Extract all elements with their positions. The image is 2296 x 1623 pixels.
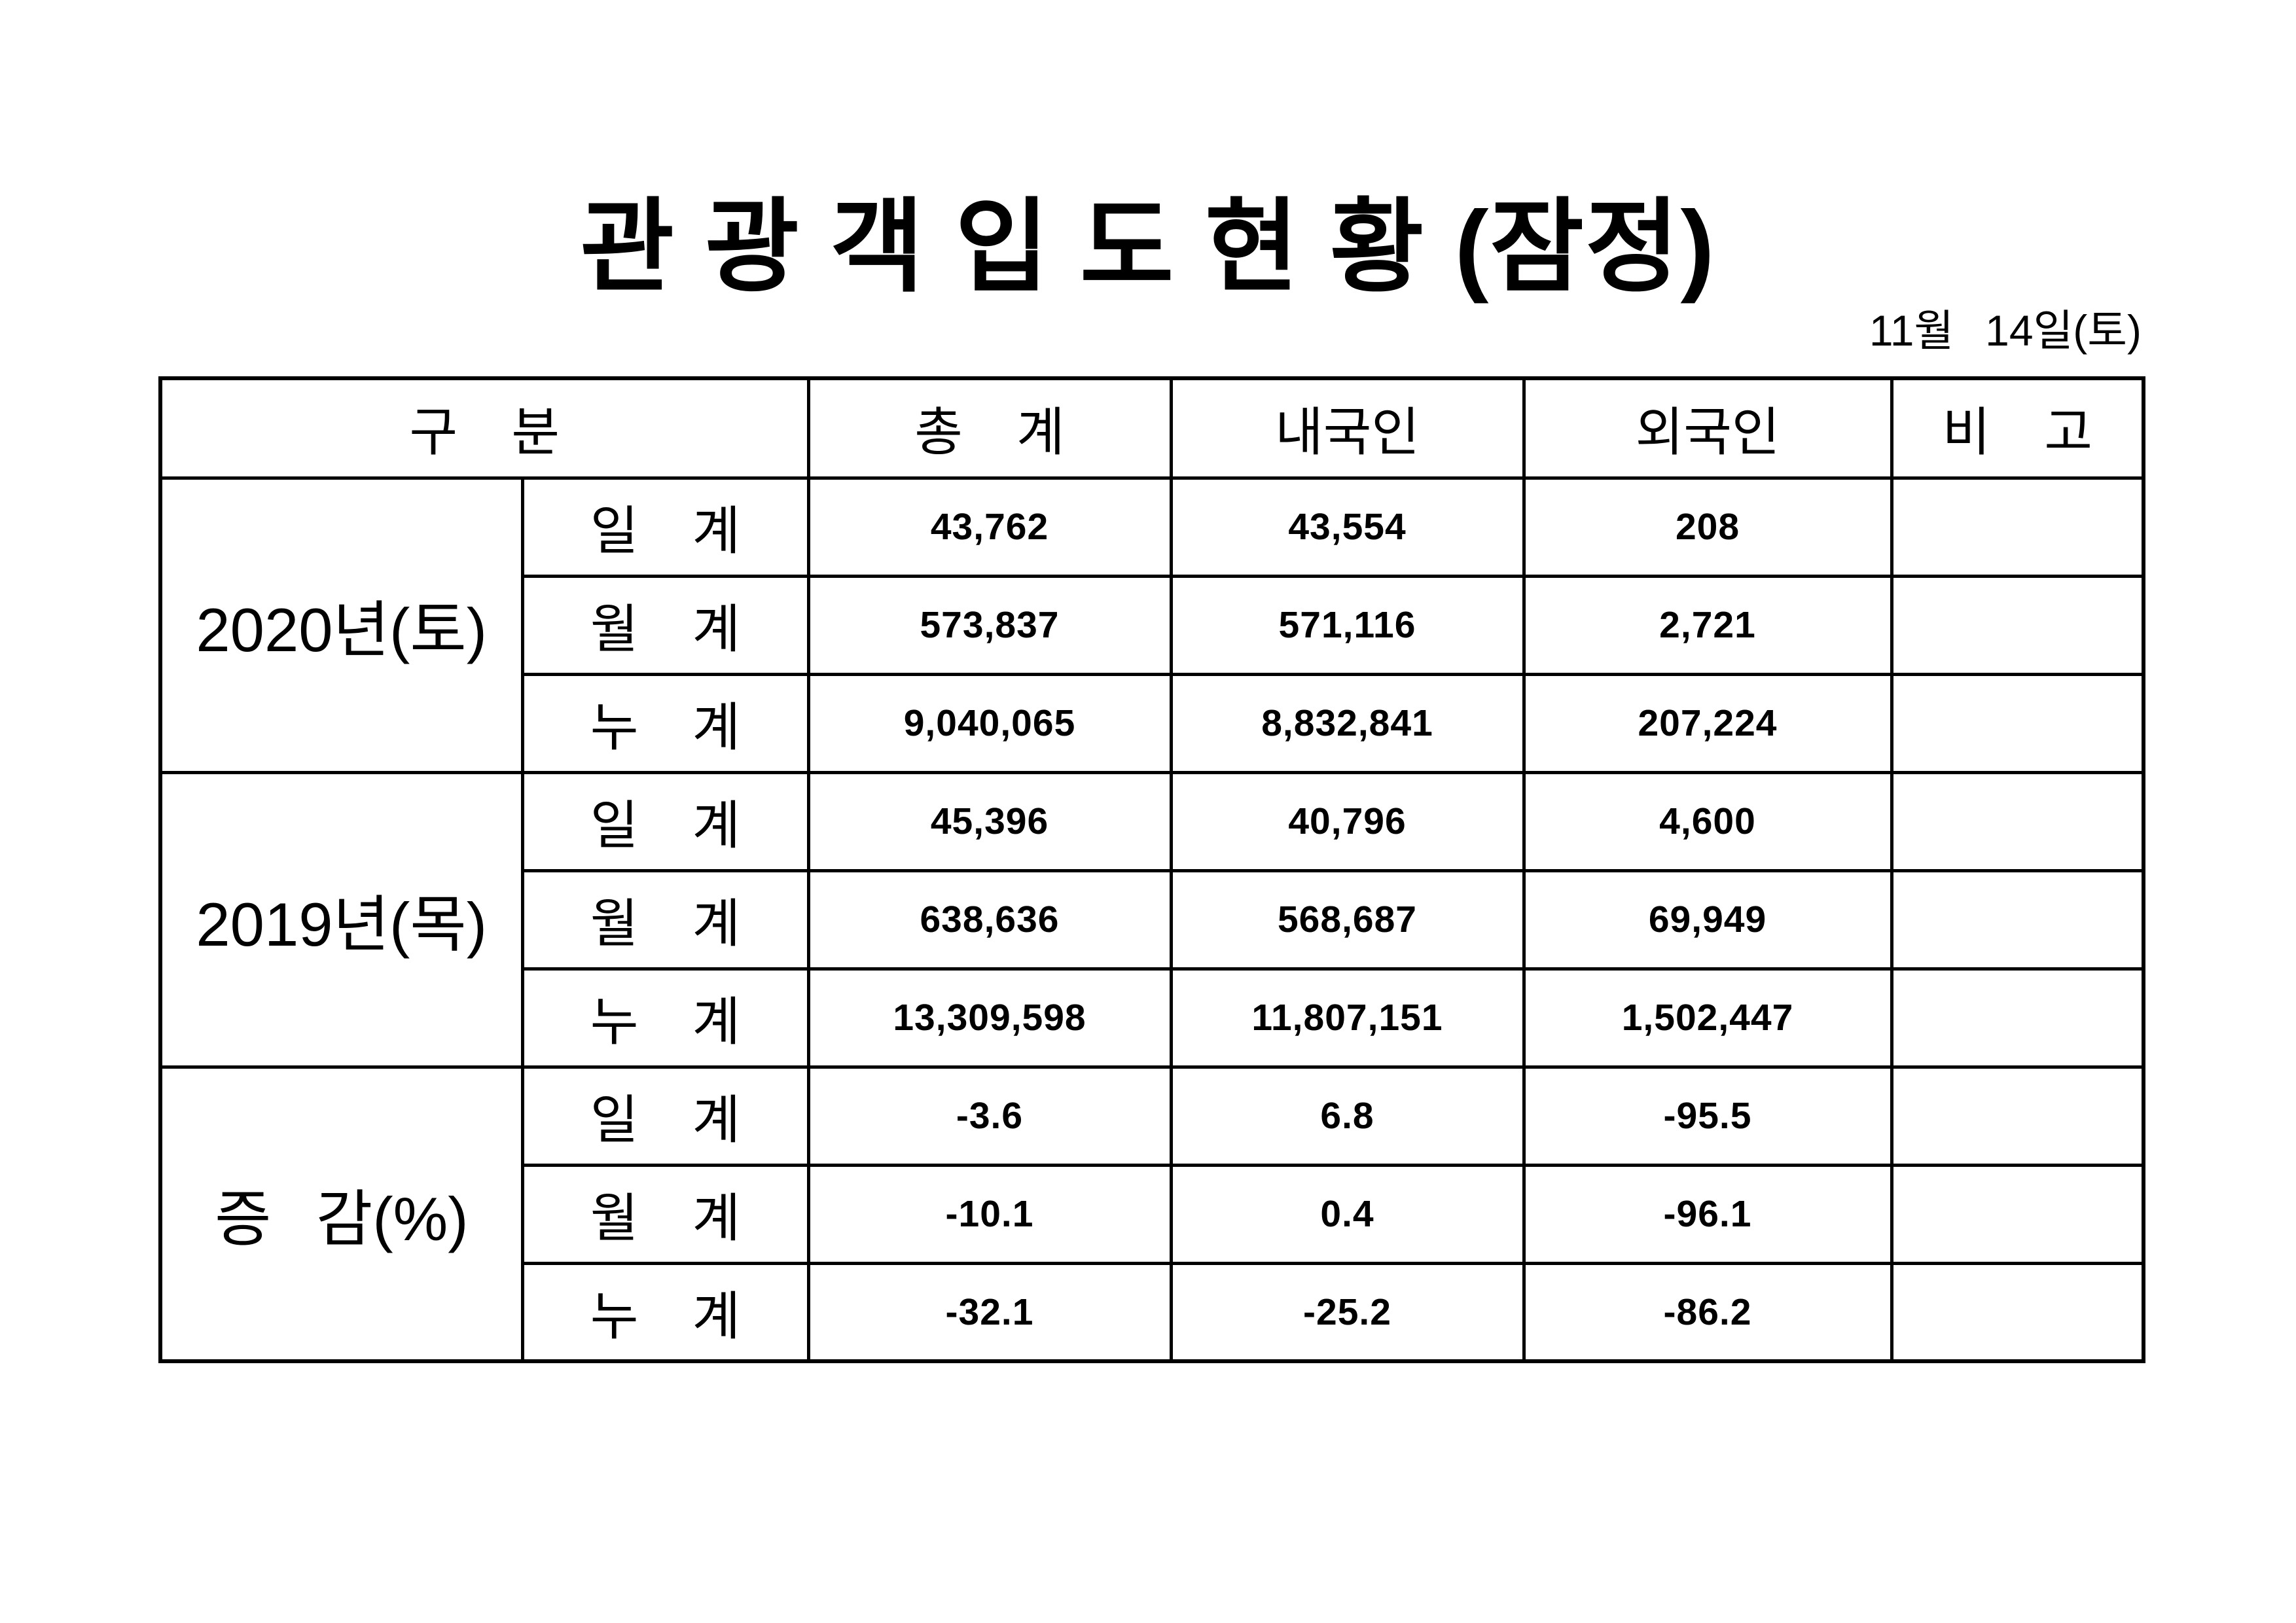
value-foreign: 207,224 [1522, 672, 1893, 774]
value-domestic: 8,832,841 [1169, 672, 1526, 774]
value-domestic: 0.4 [1169, 1163, 1526, 1265]
sub-label-daily: 일 계 [520, 1065, 810, 1167]
sub-label-cumulative: 누 계 [520, 672, 810, 774]
value-domestic: 6.8 [1169, 1065, 1526, 1167]
group-label-change-pct: 증 감(%) [158, 1065, 524, 1363]
table-row: 누 계 -32.1 -25.2 -86.2 [160, 1261, 2145, 1363]
table-row: 월 계 573,837 571,116 2,721 [160, 574, 2145, 676]
sub-label-monthly: 월 계 [520, 574, 810, 676]
value-note [1890, 1261, 2145, 1363]
value-total: 45,396 [806, 770, 1173, 872]
value-total: 43,762 [806, 476, 1173, 578]
table-row: 2020년(토) 일 계 43,762 43,554 208 [158, 476, 2145, 774]
table-header-row: 구 분 총 계 내국인 외국인 비 고 [158, 376, 2145, 480]
value-note [1890, 967, 2145, 1069]
report-date: 11월 14일(토) [1869, 306, 2142, 355]
sub-label-daily: 일 계 [520, 476, 810, 578]
value-note [1890, 770, 2145, 872]
group-label-2019: 2019년(목) [158, 770, 524, 1069]
value-total: -32.1 [806, 1261, 1173, 1363]
page-title: 관 광 객 입 도 현 황 (잠정) [580, 190, 1716, 304]
table-row: 증 감(%) 일 계 -3.6 6.8 -95.5 [158, 1065, 2145, 1363]
sub-label-cumulative: 누 계 [520, 1261, 810, 1363]
value-foreign: 4,600 [1522, 770, 1893, 872]
sub-label-monthly: 월 계 [520, 1163, 810, 1265]
value-note [1890, 672, 2145, 774]
value-domestic: 43,554 [1169, 476, 1526, 578]
value-domestic: -25.2 [1169, 1261, 1526, 1363]
value-total: 638,636 [806, 868, 1173, 971]
value-foreign: 208 [1522, 476, 1893, 578]
value-foreign: -86.2 [1522, 1261, 1893, 1363]
header-note: 비 고 [1890, 376, 2145, 480]
value-total: 573,837 [806, 574, 1173, 676]
header-category: 구 분 [158, 376, 810, 480]
value-domestic: 40,796 [1169, 770, 1526, 872]
value-foreign: -95.5 [1522, 1065, 1893, 1167]
value-total: -10.1 [806, 1163, 1173, 1265]
table-row: 월 계 -10.1 0.4 -96.1 [160, 1163, 2145, 1265]
value-foreign: 69,949 [1522, 868, 1893, 971]
table-row: 월 계 638,636 568,687 69,949 [160, 868, 2145, 971]
header-total: 총 계 [806, 376, 1173, 480]
value-note [1890, 574, 2145, 676]
table-row: 누 계 13,309,598 11,807,151 1,502,447 [160, 967, 2145, 1069]
sub-label-monthly: 월 계 [520, 868, 810, 971]
value-domestic: 11,807,151 [1169, 967, 1526, 1069]
table-row: 누 계 9,040,065 8,832,841 207,224 [160, 672, 2145, 774]
value-foreign: 1,502,447 [1522, 967, 1893, 1069]
value-domestic: 568,687 [1169, 868, 1526, 971]
value-total: -3.6 [806, 1065, 1173, 1167]
group-label-2020: 2020년(토) [158, 476, 524, 774]
table-row: 2019년(목) 일 계 45,396 40,796 4,600 [158, 770, 2145, 1069]
sub-label-daily: 일 계 [520, 770, 810, 872]
value-foreign: -96.1 [1522, 1163, 1893, 1265]
value-note [1890, 1065, 2145, 1167]
header-foreign: 외국인 [1522, 376, 1893, 480]
value-note [1890, 476, 2145, 578]
value-note [1890, 868, 2145, 971]
tourist-arrivals-table: 구 분 총 계 내국인 외국인 비 고 2020년(토) 일 계 43,762 … [158, 376, 2145, 1363]
value-total: 13,309,598 [806, 967, 1173, 1069]
value-note [1890, 1163, 2145, 1265]
value-foreign: 2,721 [1522, 574, 1893, 676]
header-domestic: 내국인 [1169, 376, 1526, 480]
sub-label-cumulative: 누 계 [520, 967, 810, 1069]
value-domestic: 571,116 [1169, 574, 1526, 676]
value-total: 9,040,065 [806, 672, 1173, 774]
